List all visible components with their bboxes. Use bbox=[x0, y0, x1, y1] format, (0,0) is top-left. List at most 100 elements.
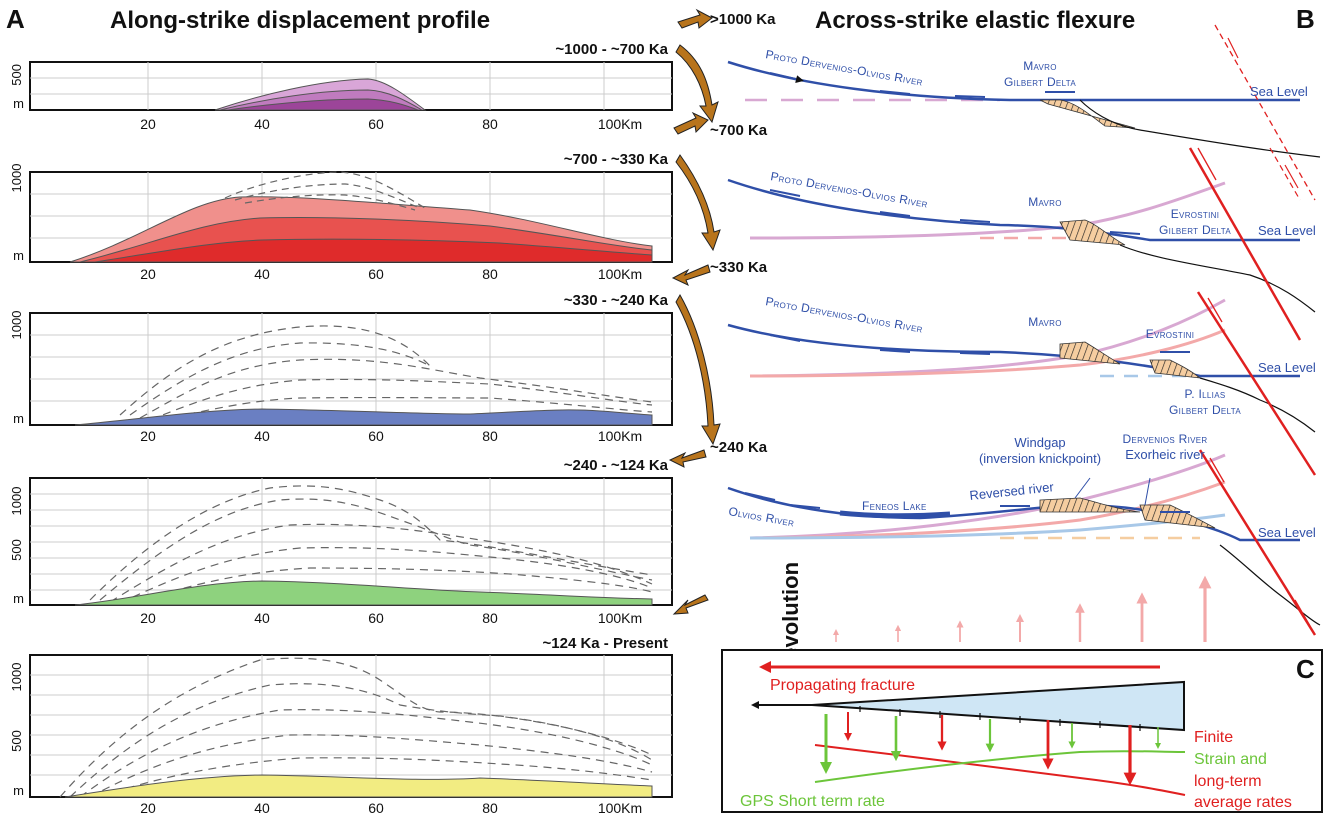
flexure-4-reversed-label: Reversed river bbox=[969, 479, 1055, 503]
flexure-4-windgap-label: Windgap bbox=[1014, 435, 1065, 450]
stage-1-ytick-m: m bbox=[13, 96, 24, 111]
uplift-arrows bbox=[833, 575, 1212, 642]
time-arrow-3 bbox=[673, 111, 709, 135]
stage-4-xtick-60: 60 bbox=[368, 610, 384, 626]
stage-5-label: ~124 Ka - Present bbox=[543, 635, 669, 652]
stage-3-xtick-60: 60 bbox=[368, 428, 384, 444]
stage-2-xtick-20: 20 bbox=[140, 266, 156, 282]
stage-3-xtick-100: 100Km bbox=[598, 428, 642, 444]
flexure-1-mavro-label: Mavro bbox=[1023, 59, 1057, 73]
propagating-fracture-label: Propagating fracture bbox=[770, 677, 915, 694]
stage-3-frame bbox=[29, 312, 673, 426]
stage-4-ytick-500: 500 bbox=[9, 539, 24, 561]
stage-4-xtick-100: 100Km bbox=[598, 610, 642, 626]
flexure-1-proto-river-label: Proto Dervenios-Olvios River bbox=[764, 47, 924, 88]
stage-1-ytick-500: 500 bbox=[9, 64, 24, 86]
finite-label-3: long-term bbox=[1194, 773, 1262, 790]
stage-5-xtick-20: 20 bbox=[140, 800, 156, 815]
stage-4-xtick-20: 20 bbox=[140, 610, 156, 626]
stage-3-ytick-1000: 1000 bbox=[9, 311, 24, 340]
stage-2-label: ~700 - ~330 Ka bbox=[564, 151, 669, 168]
panel-a-letter: A bbox=[6, 4, 25, 34]
stage-3-xtick-40: 40 bbox=[254, 428, 270, 444]
time-arrow-8 bbox=[672, 594, 709, 615]
stage-5-xtick-100: 100Km bbox=[598, 800, 642, 815]
stage-4-xtick-40: 40 bbox=[254, 610, 270, 626]
time-arrow-5 bbox=[671, 264, 711, 286]
panel-c-frame bbox=[721, 649, 1323, 813]
stage-2-xtick-80: 80 bbox=[482, 266, 498, 282]
time-label-240: ~240 Ka bbox=[710, 439, 768, 456]
flexure-3-gilbert-label: Gilbert Delta bbox=[1169, 403, 1241, 417]
stage-5-ytick-500: 500 bbox=[9, 730, 24, 752]
stage-4-ytick-m: m bbox=[13, 591, 24, 606]
flexure-2-sea-level: Sea Level bbox=[1258, 223, 1316, 238]
flexure-4-exorheic-label: Exorheic river bbox=[1125, 447, 1205, 462]
stage-1-xtick-40: 40 bbox=[254, 116, 270, 132]
stage-5-ytick-m: m bbox=[13, 783, 24, 798]
time-arrow-6 bbox=[675, 293, 721, 446]
flexure-3-p-illias-label: P. Illias bbox=[1185, 387, 1226, 401]
stage-4-ytick-1000: 1000 bbox=[9, 487, 24, 516]
stage-5-xtick-80: 80 bbox=[482, 800, 498, 815]
flexure-3-proto-river-label: Proto Dervenios-Olvios River bbox=[764, 294, 924, 335]
time-label-330: ~330 Ka bbox=[710, 259, 768, 276]
flexure-2-mavro-label: Mavro bbox=[1028, 195, 1062, 209]
flexure-3-sea-level: Sea Level bbox=[1258, 360, 1316, 375]
time-label-700: ~700 Ka bbox=[710, 122, 768, 139]
time-arrow-7 bbox=[668, 449, 707, 468]
flexure-1-gilbert-label: Gilbert Delta bbox=[1004, 75, 1076, 89]
time-label-1000: >1000 Ka bbox=[710, 11, 776, 28]
flexure-4-feneos-label: Feneos Lake bbox=[862, 499, 927, 513]
stage-2-xtick-40: 40 bbox=[254, 266, 270, 282]
stage-1-xtick-100: 100Km bbox=[598, 116, 642, 132]
time-arrows: >1000 Ka ~700 Ka ~330 Ka ~240 Ka Time-ev… bbox=[668, 8, 803, 718]
stage-5-ytick-1000: 1000 bbox=[9, 663, 24, 692]
flexure-4-olvios-label: Olvios River bbox=[727, 504, 795, 529]
panel-a-title: Along-strike displacement profile bbox=[110, 7, 490, 34]
stage-4-xtick-80: 80 bbox=[482, 610, 498, 626]
stage-1-xtick-80: 80 bbox=[482, 116, 498, 132]
panel-c: C Propagating fracture Finite Strain and bbox=[721, 649, 1323, 813]
flexure-1-sea-level: Sea Level bbox=[1250, 84, 1308, 99]
time-arrow-2 bbox=[675, 44, 719, 124]
stage-3-xtick-80: 80 bbox=[482, 428, 498, 444]
stage-2-xtick-60: 60 bbox=[368, 266, 384, 282]
flexure-2-proto-river-label: Proto Dervenios-Olvios River bbox=[769, 169, 929, 210]
stage-3-label: ~330 - ~240 Ka bbox=[564, 292, 669, 309]
flexure-3-mavro-label: Mavro bbox=[1028, 315, 1062, 329]
finite-label-1: Finite bbox=[1194, 729, 1233, 746]
time-arrow-4 bbox=[675, 154, 721, 252]
flexure-2-gilbert-label: Gilbert Delta bbox=[1159, 223, 1231, 237]
fracture-wedge bbox=[811, 680, 1185, 732]
finite-label-2: Strain and bbox=[1194, 751, 1267, 768]
stage-1-xtick-60: 60 bbox=[368, 116, 384, 132]
stage-3-profile: ~330 - ~240 Ka 1000 m 20 40 60 80 100Km bbox=[9, 292, 673, 444]
stage-4-label: ~240 - ~124 Ka bbox=[564, 457, 669, 474]
flexure-4-knickpoint-label: (inversion knickpoint) bbox=[979, 451, 1101, 466]
panel-c-letter: C bbox=[1296, 654, 1315, 684]
flexure-4-sea-level: Sea Level bbox=[1258, 525, 1316, 540]
flexure-3-evrostini-label: Evrostini bbox=[1146, 327, 1195, 341]
panel-b-title: Across-strike elastic flexure bbox=[815, 7, 1135, 34]
panel-b-letter: B bbox=[1296, 4, 1315, 34]
finite-strain-curve bbox=[814, 744, 1186, 796]
stage-5-frame bbox=[29, 654, 673, 798]
flexure-2-evrostini-label: Evrostini bbox=[1171, 207, 1220, 221]
stage-2-ytick-m: m bbox=[13, 248, 24, 263]
stage-1-profile: ~1000 - ~700 Ka 500 m 20 40 60 80 100Km bbox=[9, 41, 673, 132]
flexure-stage-1: Proto Dervenios-Olvios River Mavro Gilbe… bbox=[727, 24, 1321, 201]
stage-2-xtick-100: 100Km bbox=[598, 266, 642, 282]
flexure-stage-4: Windgap (inversion knickpoint) Dervenios… bbox=[727, 432, 1321, 636]
gps-rate-curve bbox=[814, 750, 1186, 783]
stage-5-xtick-40: 40 bbox=[254, 800, 270, 815]
stage-2-profile: ~700 - ~330 Ka 1000 m 20 40 60 80 100Km bbox=[9, 151, 673, 282]
stage-3-xtick-20: 20 bbox=[140, 428, 156, 444]
flexure-4-dervenios-label: Dervenios River bbox=[1122, 432, 1207, 446]
stage-4-profile: ~240 - ~124 Ka 1000 500 m 20 40 60 80 10… bbox=[9, 457, 673, 626]
stage-5-xtick-60: 60 bbox=[368, 800, 384, 815]
finite-label-4: average rates bbox=[1194, 794, 1292, 811]
stage-2-ytick-1000: 1000 bbox=[9, 164, 24, 193]
gps-label: GPS Short term rate bbox=[740, 793, 885, 810]
